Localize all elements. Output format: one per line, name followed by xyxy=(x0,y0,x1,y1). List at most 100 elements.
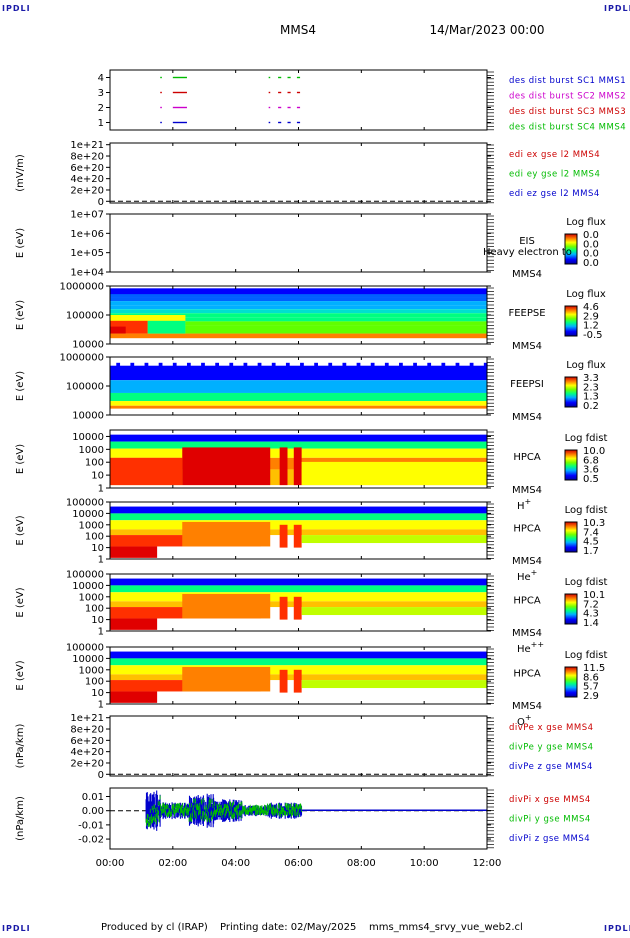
spectrogram-cell xyxy=(144,362,149,369)
spectrogram-cell xyxy=(110,325,487,330)
spectrogram-cell xyxy=(279,669,288,693)
spectrogram-cell xyxy=(356,362,361,369)
y-tick-label: 1e+21 xyxy=(70,140,104,151)
spectrogram-cell xyxy=(182,666,271,692)
spectrogram-cell xyxy=(110,401,487,406)
y-tick-label: 0.01 xyxy=(82,792,104,803)
y-tick-label: 1 xyxy=(98,555,104,566)
plot-frame xyxy=(109,787,488,850)
colorbar-value: 3.6 xyxy=(583,465,599,476)
y-axis-label: E (eV) xyxy=(15,300,26,330)
y-tick-label: 1000 xyxy=(79,665,104,676)
spectrogram-cell xyxy=(110,585,487,593)
panel-feeps_e: E (eV) 10000 100000 1000000 FEEPSE MMS4 Log fl… xyxy=(15,282,606,353)
footer-produced-by: Produced by cl (IRAP) xyxy=(101,922,208,933)
spectrogram-cell xyxy=(293,524,302,548)
time-tick-label: 02:00 xyxy=(158,858,187,869)
y-tick-label: 10000 xyxy=(72,340,104,351)
y-tick-label: 6e+20 xyxy=(70,736,104,747)
plot-frame xyxy=(109,715,488,777)
spectrogram-cell xyxy=(110,329,487,334)
spectrogram-cell xyxy=(182,447,271,486)
colorbar-value: 10.3 xyxy=(583,518,605,529)
spectrogram-cell xyxy=(182,521,271,547)
footer-printing-date: Printing date: 02/May/2025 xyxy=(220,922,356,933)
spectrogram-cell xyxy=(110,333,487,339)
colorbar xyxy=(564,449,578,481)
colorbar-value: 0.0 xyxy=(583,249,599,260)
colorbar-value: 4.5 xyxy=(583,537,599,548)
plot-frame xyxy=(109,142,488,204)
species-label: He+ xyxy=(517,568,537,583)
spectrogram-cell xyxy=(427,362,432,369)
spectrogram-cell xyxy=(257,362,262,369)
instrument-label: HPCA xyxy=(513,596,541,607)
colorbar-value: 7.2 xyxy=(583,599,599,610)
y-tick-label: 1000 xyxy=(79,592,104,603)
colorbar-title: Log fdist xyxy=(565,577,608,588)
spectrogram-cell xyxy=(110,691,158,703)
colorbar-value: 11.5 xyxy=(583,663,605,674)
colorbar-value: 0.0 xyxy=(583,258,599,269)
y-tick-label: 10000 xyxy=(72,581,104,592)
spectrogram-cell xyxy=(279,596,288,620)
colorbar xyxy=(564,305,578,337)
y-tick-label: 10000 xyxy=(72,654,104,665)
spectrogram-cell xyxy=(110,392,487,402)
colorbar-title: Log fdist xyxy=(565,433,608,444)
colorbar-value: 10.1 xyxy=(583,590,605,601)
y-tick-label: 10000 xyxy=(72,509,104,520)
legend-entry: divPi z gse MMS4 xyxy=(509,834,590,844)
y-tick-label: 1e+07 xyxy=(70,210,104,221)
y-tick-label: 2 xyxy=(98,103,104,114)
spectrogram-cell xyxy=(301,607,487,616)
colorbar-value: 0.2 xyxy=(583,401,599,412)
y-tick-label: 1 xyxy=(98,627,104,638)
spectrogram-cell xyxy=(110,288,487,295)
y-axis-label: E (eV) xyxy=(15,587,26,617)
spectrogram-cell xyxy=(370,362,375,369)
y-tick-label: 4e+20 xyxy=(70,747,104,758)
y-tick-label: 10 xyxy=(91,471,104,482)
spectrogram-cell xyxy=(110,313,487,318)
footer-script-name: mms_mms4_srvy_vue_web2.cl xyxy=(369,922,523,933)
plot-frame xyxy=(109,69,488,131)
colorbar-value: 1.3 xyxy=(583,392,599,403)
spacecraft-label: MMS4 xyxy=(512,701,542,712)
spacecraft-label: MMS4 xyxy=(512,556,542,567)
colorbar-title: Log flux xyxy=(566,217,606,228)
spectrogram-cell xyxy=(483,362,488,369)
y-tick-label: 1000 xyxy=(79,445,104,456)
y-tick-label: 1000000 xyxy=(59,282,104,293)
instrument-label: HPCA xyxy=(513,524,541,535)
divpi-y-trace xyxy=(145,795,302,828)
y-tick-label: 1e+21 xyxy=(70,713,104,724)
y-tick-label: 0.00 xyxy=(82,806,104,817)
spectrogram-cell xyxy=(110,658,487,666)
y-axis-label: E (eV) xyxy=(15,444,26,474)
panel-eis: E (eV) 1e+04 1e+05 1e+06 1e+07 EIS MMS4 Log flu… xyxy=(15,210,606,281)
colorbar-value: 1.7 xyxy=(583,546,599,557)
spacecraft-label: MMS4 xyxy=(512,485,542,496)
corner-logo-bottom-left: IPDLI xyxy=(2,924,31,933)
y-tick-label: 4e+20 xyxy=(70,174,104,185)
y-axis-label: E (eV) xyxy=(15,371,26,401)
y-tick-label: 1e+04 xyxy=(70,268,104,279)
corner-logo-top-right: IPDLI xyxy=(604,4,630,13)
spectrogram-cell xyxy=(110,309,487,314)
corner-logo-bottom-right: IPDLI xyxy=(604,924,630,933)
legend-entry: des dist burst SC1 MMS1 xyxy=(509,76,626,86)
y-tick-label: 2e+20 xyxy=(70,185,104,196)
spectrogram-cell xyxy=(110,578,487,586)
y-tick-label: 100 xyxy=(85,677,104,688)
y-axis-label: (mV/m) xyxy=(15,154,26,192)
instrument-label: HPCA xyxy=(513,669,541,680)
colorbar-value: 5.7 xyxy=(583,682,599,693)
colorbar-title: Log fdist xyxy=(565,650,608,661)
spectrogram-cell xyxy=(314,362,318,369)
colorbar-value: 2.3 xyxy=(583,382,599,393)
spectrogram-cell xyxy=(301,461,487,486)
